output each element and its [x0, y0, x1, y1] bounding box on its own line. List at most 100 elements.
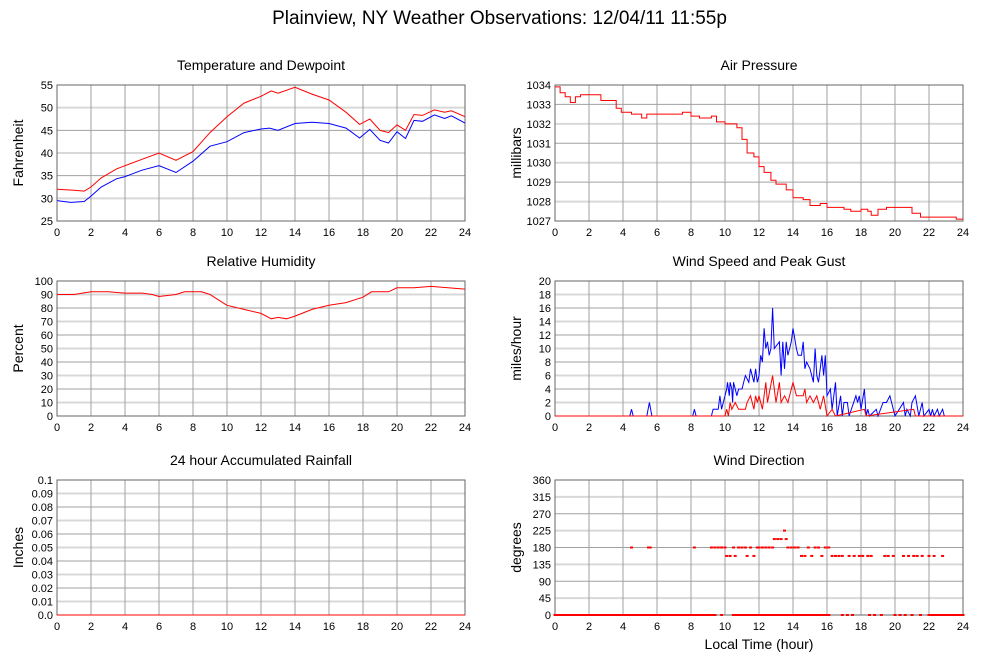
y-tick-label: 16 — [539, 303, 551, 315]
data-point — [902, 554, 905, 557]
y-tick-label: 0 — [545, 411, 551, 423]
y-axis-label: Inches — [10, 527, 26, 568]
chart-title: Air Pressure — [720, 57, 797, 73]
y-axis-label: degrees — [508, 522, 524, 573]
data-point — [755, 546, 759, 549]
data-point — [783, 529, 786, 532]
x-tick-label: 14 — [787, 422, 799, 434]
data-point — [745, 554, 749, 557]
data-point — [772, 538, 776, 541]
data-point — [743, 546, 747, 549]
x-tick-label: 4 — [122, 227, 128, 239]
x-tick-label: 16 — [821, 227, 833, 239]
data-point — [760, 546, 764, 549]
data-point — [776, 538, 780, 541]
y-tick-label: 270 — [533, 509, 551, 521]
y-tick-label: 25 — [41, 216, 53, 228]
chart-title: Wind Speed and Peak Gust — [673, 253, 846, 269]
y-tick-label: 80 — [41, 303, 53, 315]
data-point — [891, 554, 895, 557]
data-point — [907, 554, 911, 557]
data-point — [740, 546, 744, 549]
x-tick-label: 22 — [923, 621, 935, 633]
data-point — [793, 546, 797, 549]
data-point — [927, 554, 931, 557]
data-point — [803, 554, 807, 557]
data-point — [823, 546, 827, 549]
x-tick-label: 6 — [156, 422, 162, 434]
y-tick-label: 4 — [545, 384, 551, 396]
data-point — [647, 546, 650, 549]
data-point — [720, 546, 724, 549]
data-point — [784, 538, 788, 541]
data-point — [866, 554, 870, 557]
x-tick-label: 8 — [190, 227, 196, 239]
data-point — [810, 554, 814, 557]
y-tick-label: 315 — [533, 492, 551, 504]
data-point — [941, 554, 945, 557]
y-tick-label: 30 — [41, 193, 53, 205]
x-tick-label: 2 — [586, 422, 592, 434]
data-point — [732, 546, 735, 549]
data-point — [796, 546, 800, 549]
series-line-1 — [555, 86, 963, 220]
x-tick-label: 20 — [391, 422, 403, 434]
data-point — [830, 554, 834, 557]
x-tick-label: 6 — [654, 422, 660, 434]
y-tick-label: 90 — [539, 576, 551, 588]
y-tick-label: 225 — [533, 526, 551, 538]
x-tick-label: 16 — [323, 621, 335, 633]
series-line-2 — [555, 375, 963, 418]
x-tick-label: 10 — [719, 422, 731, 434]
data-point — [716, 546, 720, 549]
data-point — [789, 546, 793, 549]
data-point — [851, 614, 854, 616]
chart-title: 24 hour Accumulated Rainfall — [170, 452, 352, 468]
data-point — [749, 546, 752, 549]
y-tick-label: 35 — [41, 171, 53, 183]
chart-2: Air Pressure1027102810291030103110321033… — [508, 57, 969, 239]
y-tick-label: 50 — [41, 103, 53, 115]
x-tick-label: 10 — [221, 227, 233, 239]
data-point — [752, 554, 756, 557]
data-point — [817, 546, 820, 549]
x-tick-label: 6 — [156, 621, 162, 633]
chart-5: 24 hour Accumulated Rainfall0.00.010.020… — [10, 452, 471, 633]
y-tick-label: 10 — [539, 344, 551, 356]
data-point — [903, 614, 907, 616]
y-tick-label: 45 — [539, 593, 551, 605]
y-tick-label: 20 — [539, 276, 551, 288]
y-tick-label: 50 — [41, 344, 53, 356]
data-point — [869, 554, 873, 557]
x-tick-label: 14 — [787, 621, 799, 633]
data-point — [840, 614, 844, 616]
x-tick-label: 0 — [552, 422, 558, 434]
x-tick-label: 6 — [654, 227, 660, 239]
chart-title: Temperature and Dewpoint — [177, 57, 345, 73]
data-point — [932, 554, 936, 557]
x-tick-label: 8 — [190, 621, 196, 633]
y-tick-label: 55 — [41, 80, 53, 92]
data-point — [919, 614, 922, 616]
x-tick-label: 6 — [654, 621, 660, 633]
y-tick-label: 0.1 — [38, 475, 53, 487]
main-title: Plainview, NY Weather Observations: 12/0… — [272, 8, 727, 29]
x-tick-label: 24 — [957, 621, 969, 633]
x-tick-label: 20 — [391, 621, 403, 633]
x-tick-label: 18 — [357, 227, 369, 239]
data-point — [827, 546, 831, 549]
data-point — [779, 538, 783, 541]
data-point — [883, 554, 887, 557]
y-tick-label: 360 — [533, 475, 551, 487]
data-point — [857, 554, 861, 557]
x-tick-label: 10 — [221, 621, 233, 633]
x-tick-label: 10 — [221, 422, 233, 434]
data-point — [847, 554, 851, 557]
data-point — [920, 554, 924, 557]
data-point — [852, 554, 856, 557]
x-tick-label: 14 — [787, 227, 799, 239]
x-tick-label: 12 — [753, 621, 765, 633]
x-tick-label: 16 — [323, 227, 335, 239]
y-tick-label: 40 — [41, 357, 53, 369]
